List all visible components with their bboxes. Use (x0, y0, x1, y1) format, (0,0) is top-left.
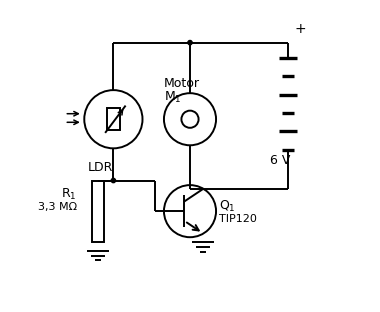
Circle shape (188, 41, 192, 45)
Text: LDR: LDR (87, 161, 113, 173)
Text: 3,3 MΩ: 3,3 MΩ (38, 202, 77, 212)
Text: M$_1$: M$_1$ (164, 90, 182, 105)
Circle shape (111, 178, 116, 183)
Text: +: + (294, 22, 306, 37)
Bar (107, 108, 120, 130)
Text: R$_1$: R$_1$ (62, 187, 77, 202)
Text: Q$_1$: Q$_1$ (219, 199, 236, 214)
Text: TIP120: TIP120 (219, 214, 257, 224)
Text: Motor: Motor (164, 77, 200, 90)
Text: 6 V: 6 V (270, 154, 290, 167)
Bar (92, 181, 104, 242)
